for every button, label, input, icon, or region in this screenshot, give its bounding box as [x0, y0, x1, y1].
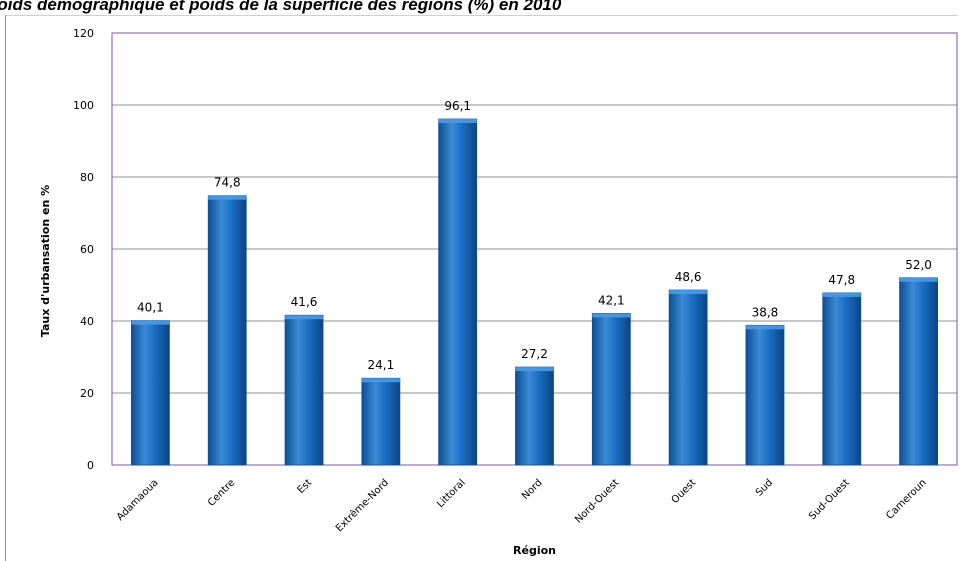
y-tick-label: 20	[80, 387, 94, 400]
data-labels: 40,1 74,8 41,6 24,1 96,1 27,2 42,1 48,6 38,8 47,8…	[137, 99, 932, 372]
data-label: 47,8	[828, 273, 855, 287]
bars	[131, 118, 938, 466]
data-label: 38,8	[752, 305, 779, 319]
x-tick-label: Centre	[206, 477, 237, 508]
y-tick-labels: 0 20 40 60 80 100 120	[73, 27, 94, 472]
x-tick-label: Adamaoua	[115, 477, 161, 523]
x-tick-label: Littoral	[435, 477, 468, 510]
x-tick-label: Ouest	[670, 477, 699, 506]
y-tick-label: 120	[73, 27, 94, 40]
y-axis-title: Taux d'urbansation en %	[39, 185, 52, 337]
y-tick-label: 60	[80, 243, 94, 256]
x-tick-label: Nord	[520, 477, 545, 502]
y-tick-label: 40	[80, 315, 94, 328]
x-tick-label: Cameroun	[884, 477, 928, 521]
bar	[745, 324, 785, 466]
y-tick-label: 0	[87, 459, 94, 472]
chart-frame	[5, 15, 958, 561]
data-label: 24,1	[368, 358, 395, 372]
gridlines	[112, 104, 957, 394]
data-label: 48,6	[675, 270, 702, 284]
data-label: 41,6	[291, 295, 318, 309]
x-tick-label: Sud-Ouest	[807, 477, 852, 522]
x-tick-label: Est	[295, 477, 314, 496]
data-label: 74,8	[214, 176, 241, 190]
x-axis-title: Région	[513, 544, 556, 557]
x-tick-label: Sud	[754, 477, 775, 498]
bar	[515, 366, 554, 466]
x-tick-label: Extrême-Nord	[333, 477, 391, 535]
data-label: 96,1	[444, 99, 471, 113]
chart-title: Poids démographique et poids de la super…	[0, 0, 562, 14]
bar	[284, 314, 324, 466]
bar	[822, 292, 862, 466]
bar	[899, 277, 938, 466]
data-label: 40,1	[137, 301, 164, 315]
y-tick-label: 80	[80, 171, 94, 184]
x-tick-labels: Adamaoua Centre Est Extrême-Nord Littoral Nor…	[115, 477, 929, 535]
bar	[131, 320, 170, 466]
bar	[591, 313, 631, 466]
y-tick-label: 100	[73, 99, 94, 112]
bar	[361, 377, 401, 466]
bar	[668, 289, 708, 466]
data-label: 42,1	[598, 293, 625, 307]
data-label: 52,0	[905, 258, 932, 272]
x-tick-label: Nord-Ouest	[573, 477, 621, 525]
data-label: 27,2	[521, 347, 548, 361]
bar	[438, 118, 478, 466]
bar	[207, 195, 247, 466]
